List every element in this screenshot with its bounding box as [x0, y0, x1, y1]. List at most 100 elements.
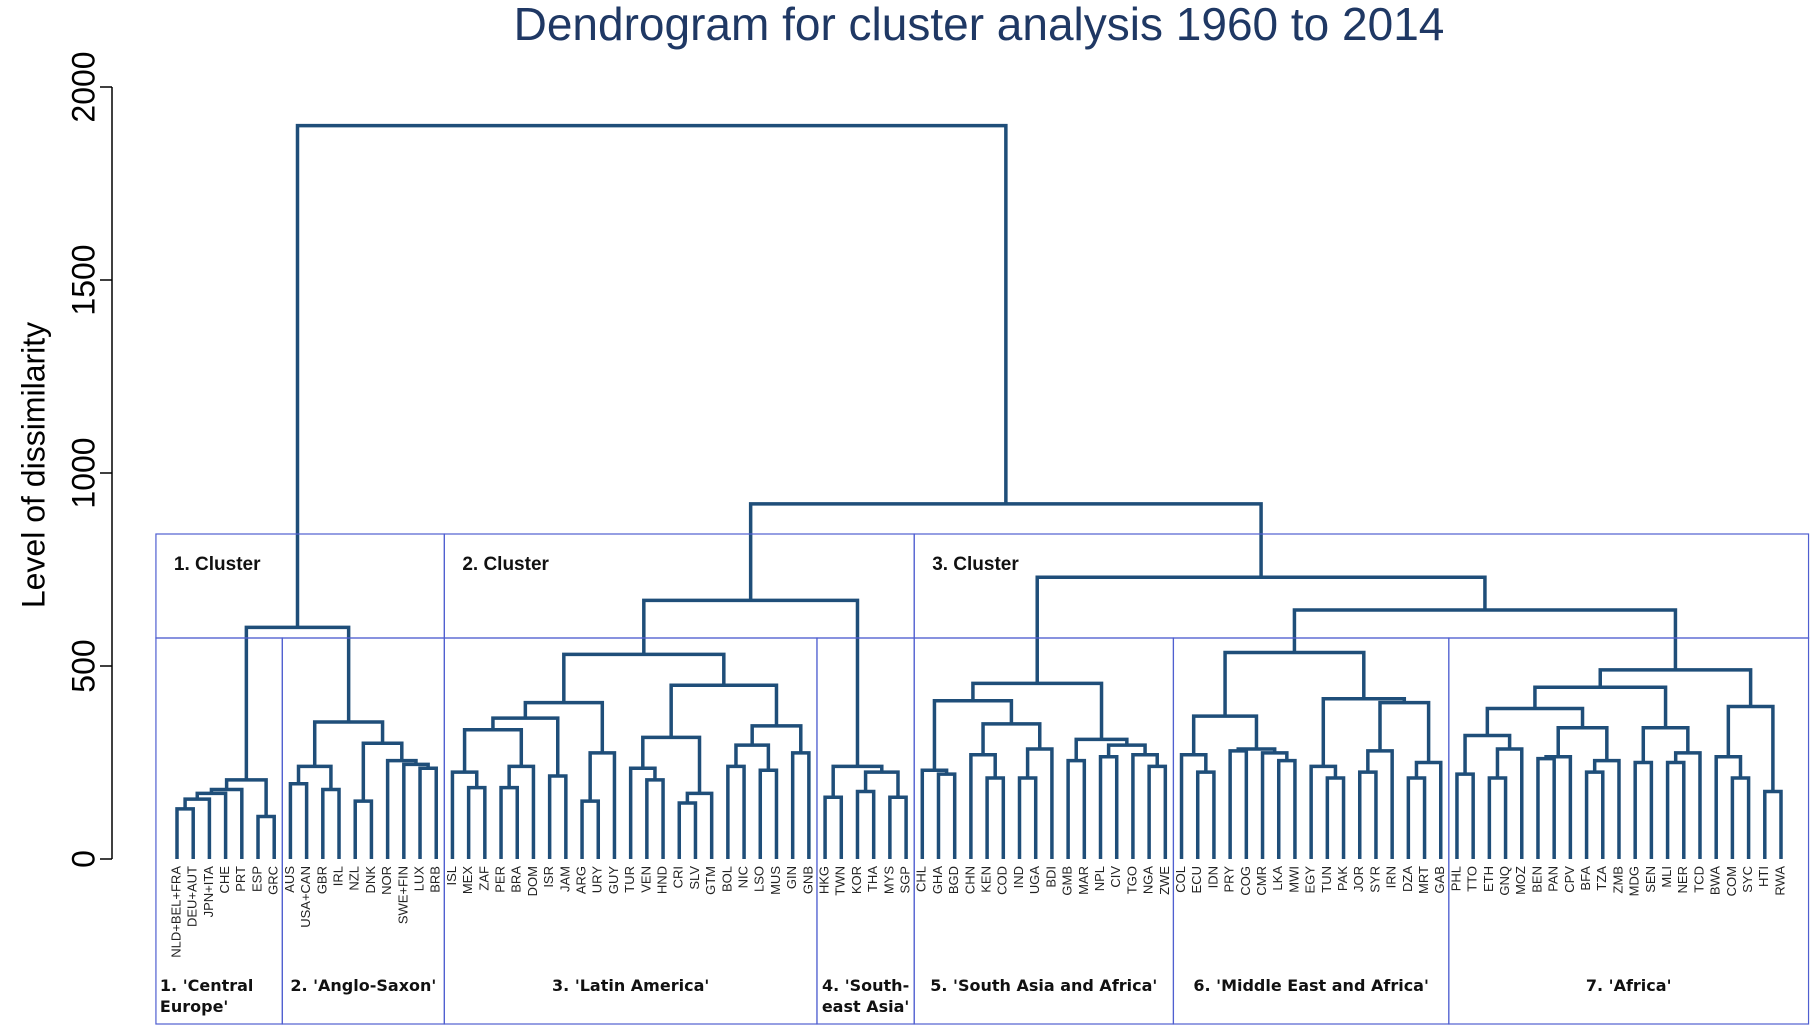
merge: [1366, 749, 1394, 859]
merge: [588, 751, 617, 859]
leaf-label: JPN+ITA: [201, 866, 216, 918]
merge: [195, 791, 228, 859]
leaf-label: AUS: [282, 866, 297, 893]
leaf-label: NZL: [347, 866, 362, 891]
leaf-label: ZAF: [476, 866, 491, 891]
merge: [855, 789, 876, 859]
merge: [1633, 760, 1654, 859]
merge: [244, 625, 351, 780]
cluster-label: 3. Cluster: [932, 554, 1019, 575]
leaf-label: THA: [865, 866, 880, 892]
y-tick-label: 1000: [65, 437, 101, 508]
leaf-label: NER: [1675, 866, 1690, 893]
y-tick-label: 1500: [65, 244, 101, 315]
leaf-label: GNB: [800, 866, 815, 894]
merge: [936, 772, 957, 859]
leaf-label: MUS: [768, 866, 783, 895]
merge: [1592, 758, 1621, 859]
leaf-label: IRN: [1384, 866, 1399, 888]
merge: [1584, 770, 1605, 859]
merge: [1463, 733, 1512, 775]
merge: [402, 762, 430, 859]
merge: [1147, 764, 1168, 859]
leaf-label: ESP: [249, 866, 264, 892]
merge: [628, 766, 657, 859]
merge: [1730, 776, 1751, 859]
leaf-label: ETH: [1481, 866, 1496, 892]
leaf-label: CHL: [914, 866, 929, 892]
group-label: 1. 'Central Europe': [159, 976, 254, 1016]
cluster-box: [913, 533, 1810, 639]
leaf-label: EGY: [1303, 866, 1318, 894]
leaf-label: DOM: [525, 866, 540, 896]
leaf-label: HTI: [1756, 866, 1771, 887]
leaf-label: ZWE: [1157, 866, 1172, 895]
leaf-label: GHA: [930, 866, 945, 895]
leaf-label: BRB: [428, 866, 443, 893]
merge: [726, 764, 746, 859]
leaf-label: BOL: [719, 866, 734, 892]
leaf-label: HKG: [817, 866, 832, 894]
leaf-label: GMB: [1060, 866, 1075, 896]
leaf-label: MLI: [1659, 866, 1674, 888]
merge: [971, 681, 1104, 740]
merge: [361, 741, 404, 802]
merge: [1098, 754, 1119, 859]
leaf-label: NIC: [736, 866, 751, 888]
cluster-box: [443, 533, 915, 639]
leaf-label: ARG: [573, 866, 588, 894]
merge: [1763, 789, 1783, 859]
group-label: 5. 'South Asia and Africa': [930, 976, 1158, 995]
leaf-label: TGO: [1124, 866, 1139, 894]
merge: [296, 764, 333, 790]
leaf-label: CRI: [671, 866, 686, 888]
leaf-label: USA+CAN: [298, 866, 313, 928]
leaf-label: SLV: [687, 866, 702, 890]
leaf-label: PHL: [1448, 866, 1463, 891]
merge: [1017, 776, 1038, 859]
leaf-label: COM: [1724, 866, 1739, 896]
merge: [1665, 760, 1686, 859]
leaf-label: UGA: [1027, 866, 1042, 895]
merge: [920, 768, 949, 859]
leaf-label: IRL: [330, 866, 345, 886]
leaf-label: COD: [995, 866, 1010, 895]
leaf-label: BFA: [1578, 866, 1593, 891]
merge: [932, 698, 1014, 771]
merge: [1025, 747, 1054, 859]
leaf-label: COL: [1173, 866, 1188, 893]
merge: [1487, 776, 1508, 859]
merge: [645, 778, 665, 859]
leaf-label: GBR: [314, 866, 329, 894]
leaf-label: BGD: [946, 866, 961, 894]
group-label: 4. 'South-east Asia': [821, 976, 910, 1016]
merge: [669, 683, 779, 738]
merge: [385, 758, 418, 859]
merge: [863, 770, 900, 798]
leaf-label: GAB: [1432, 866, 1447, 893]
leaf-label: ISR: [541, 866, 556, 888]
merge: [1714, 754, 1743, 859]
leaf-label: DZA: [1400, 866, 1415, 892]
leaf-label: VEN: [638, 866, 653, 893]
merge: [1378, 700, 1431, 763]
leaf-label: TUR: [622, 866, 637, 893]
merge: [969, 753, 997, 859]
leaf-label: LKA: [1270, 866, 1285, 891]
merge: [580, 799, 601, 859]
leaf-label: IND: [1011, 866, 1026, 888]
merge: [224, 778, 268, 817]
merge: [547, 774, 568, 859]
merge: [1641, 726, 1690, 763]
leaf-label: PER: [492, 866, 507, 893]
merge: [823, 795, 844, 859]
leaf-label: PRY: [1222, 866, 1237, 893]
merge: [1228, 749, 1249, 859]
leaf-label: JOR: [1351, 866, 1366, 892]
leaf-label: NLD+BEL+FRA: [168, 866, 183, 958]
merge: [507, 764, 536, 859]
merge: [1544, 754, 1573, 859]
merge: [1673, 751, 1702, 859]
y-tick-label: 500: [65, 639, 101, 692]
